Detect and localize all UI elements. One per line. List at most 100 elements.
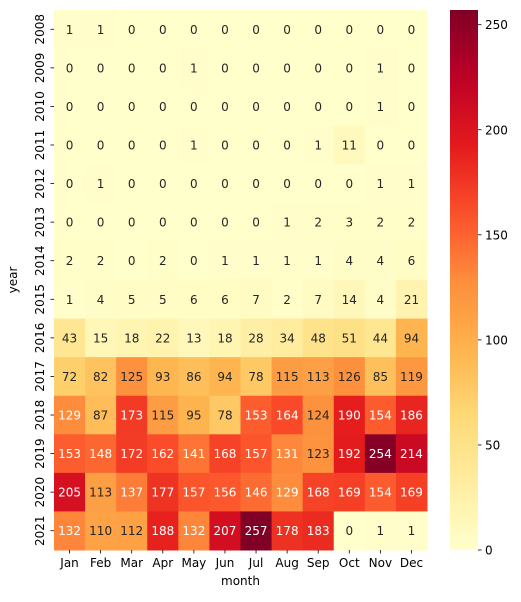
cell-value-label: 257 — [245, 524, 268, 538]
heatmap-cell — [271, 434, 304, 474]
y-tick-label: 2021 — [33, 515, 47, 546]
heatmap-cell — [85, 357, 117, 397]
cell-value-label: 188 — [151, 524, 174, 538]
cell-value-label: 186 — [400, 409, 423, 423]
y-tick-label: 2014 — [33, 245, 47, 276]
cell-value-label: 214 — [400, 447, 423, 461]
cell-value-label: 0 — [97, 61, 105, 75]
colorbar-tick-label: 50 — [485, 438, 500, 452]
heatmap-cell — [395, 164, 428, 204]
cell-value-label: 153 — [245, 409, 268, 423]
heatmap-cell — [333, 280, 366, 320]
x-tick-label: Mar — [120, 556, 143, 570]
cell-value-label: 132 — [58, 524, 81, 538]
cell-value-label: 11 — [342, 139, 357, 153]
cell-value-label: 0 — [128, 177, 136, 191]
cell-value-label: 0 — [408, 23, 416, 37]
heatmap-cell — [209, 395, 241, 435]
heatmap-cell — [116, 472, 148, 512]
heatmap-cell — [209, 125, 241, 165]
heatmap-cell — [271, 202, 304, 242]
heatmap-cell — [85, 472, 117, 512]
cell-value-label: 129 — [276, 486, 299, 500]
cell-value-label: 0 — [283, 100, 291, 114]
heatmap-cell — [333, 395, 366, 435]
cell-value-label: 190 — [338, 409, 361, 423]
heatmap-cell — [147, 357, 179, 397]
heatmap-cell — [116, 10, 148, 50]
cell-value-label: 0 — [221, 23, 229, 37]
cell-value-label: 146 — [245, 486, 268, 500]
cell-value-label: 43 — [62, 331, 77, 345]
cell-value-label: 0 — [252, 23, 260, 37]
heatmap-cell — [147, 318, 179, 358]
heatmap-cell — [54, 434, 86, 474]
cell-value-label: 0 — [128, 254, 136, 268]
cell-value-label: 82 — [93, 370, 108, 384]
heatmap-cell — [364, 125, 397, 165]
y-tick-label: 2013 — [33, 207, 47, 238]
cell-value-label: 2 — [66, 254, 74, 268]
heatmap-cell — [178, 357, 210, 397]
y-tick-label: 2011 — [33, 130, 47, 161]
heatmap-cell — [240, 318, 273, 358]
cell-value-label: 44 — [373, 331, 388, 345]
heatmap-cell — [333, 164, 366, 204]
cell-value-label: 72 — [62, 370, 77, 384]
heatmap-cell — [147, 472, 179, 512]
y-tick-label: 2010 — [33, 91, 47, 122]
cell-value-label: 1 — [377, 100, 385, 114]
cell-value-label: 0 — [252, 100, 260, 114]
cell-value-label: 6 — [221, 293, 229, 307]
heatmap-cell — [364, 164, 397, 204]
heatmap-cell — [54, 511, 86, 551]
cell-value-label: 0 — [97, 139, 105, 153]
heatmap-cell — [54, 395, 86, 435]
cell-value-label: 4 — [377, 293, 385, 307]
heatmap-cell — [116, 241, 148, 281]
heatmap-cell — [240, 202, 273, 242]
cell-value-label: 164 — [276, 409, 299, 423]
cell-value-label: 0 — [159, 177, 167, 191]
y-tick-label: 2012 — [33, 168, 47, 199]
heatmap-cell — [178, 434, 210, 474]
heatmap-cell — [116, 318, 148, 358]
heatmap-cell — [333, 125, 366, 165]
cell-value-label: 34 — [279, 331, 294, 345]
cell-value-label: 1 — [377, 177, 385, 191]
heatmap-cell — [85, 280, 117, 320]
cell-value-label: 205 — [58, 486, 81, 500]
cell-value-label: 157 — [245, 447, 268, 461]
heatmap-cell — [85, 164, 117, 204]
cell-value-label: 0 — [190, 254, 198, 268]
heatmap-cell — [333, 87, 366, 127]
heatmap-cell — [209, 164, 241, 204]
heatmap-cell — [395, 10, 428, 50]
heatmap-cell — [240, 472, 273, 512]
cell-value-label: 0 — [97, 216, 105, 230]
heatmap-cell — [302, 318, 335, 358]
heatmap-cell — [240, 434, 273, 474]
cell-value-label: 0 — [66, 177, 74, 191]
cell-value-label: 2 — [408, 216, 416, 230]
cell-value-label: 22 — [155, 331, 170, 345]
heatmap-cell — [364, 280, 397, 320]
heatmap-cell — [147, 10, 179, 50]
cell-value-label: 0 — [66, 216, 74, 230]
heatmap-cell — [116, 511, 148, 551]
cell-value-label: 4 — [345, 254, 353, 268]
cell-value-label: 0 — [221, 61, 229, 75]
cell-value-label: 7 — [314, 293, 322, 307]
heatmap-cell — [302, 434, 335, 474]
heatmap-cell — [271, 357, 304, 397]
x-tick-label: Nov — [369, 556, 392, 570]
heatmap-cell — [209, 280, 241, 320]
heatmap-cell — [333, 48, 366, 88]
cell-value-label: 1 — [66, 293, 74, 307]
heatmap-cell — [178, 511, 210, 551]
colorbar-tick-label: 0 — [485, 544, 493, 558]
cell-value-label: 148 — [89, 447, 112, 461]
cell-value-label: 0 — [345, 177, 353, 191]
heatmap-cell — [240, 48, 273, 88]
cell-value-label: 0 — [408, 61, 416, 75]
